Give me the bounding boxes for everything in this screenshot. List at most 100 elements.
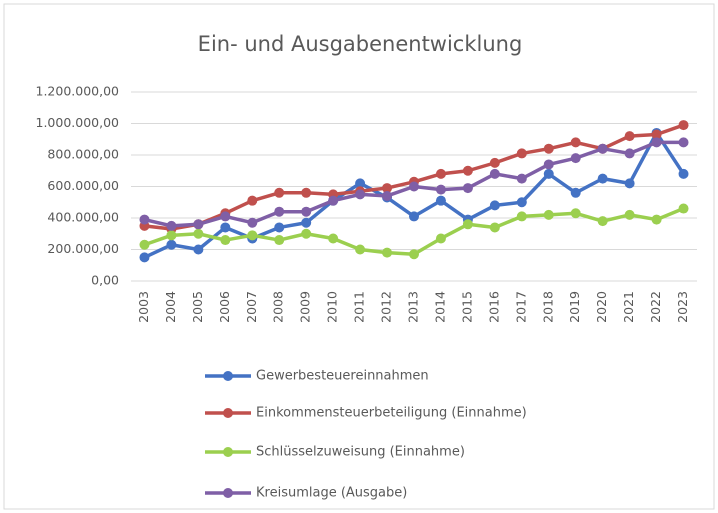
legend-label: Kreisumlage (Ausgabe) (256, 486, 407, 501)
point (570, 208, 581, 219)
point (382, 247, 393, 258)
point (409, 211, 419, 222)
point (274, 187, 285, 198)
point (678, 203, 689, 214)
point (274, 206, 285, 217)
x-tick-label: 2014 (432, 291, 447, 323)
point (301, 217, 312, 228)
y-tick-label: 200.000,00 (47, 241, 119, 256)
x-tick-label: 2006 (217, 291, 232, 323)
legend-marker (223, 488, 233, 498)
point (435, 233, 446, 244)
point (435, 195, 446, 206)
point (166, 220, 177, 231)
x-tick-label: 2010 (325, 291, 340, 323)
y-tick-label: 800.000,00 (47, 147, 119, 162)
point (678, 120, 689, 131)
point (543, 143, 554, 154)
point (247, 230, 258, 241)
legend-marker (223, 408, 233, 418)
point (435, 168, 446, 179)
point (489, 168, 500, 179)
point (651, 129, 662, 140)
point (409, 181, 419, 192)
point (274, 235, 285, 246)
x-tick-label: 2011 (352, 291, 367, 323)
point (382, 190, 393, 201)
point (220, 211, 231, 222)
point (678, 137, 689, 148)
x-tick-label: 2007 (244, 291, 259, 323)
legend-marker (223, 371, 233, 381)
point (462, 219, 473, 230)
point (328, 233, 339, 244)
point (624, 131, 635, 142)
point (247, 217, 258, 228)
x-tick-label: 2023 (675, 291, 690, 323)
point (462, 183, 473, 194)
point (301, 206, 312, 217)
point (166, 230, 177, 241)
point (328, 195, 339, 206)
x-tick-label: 2022 (648, 291, 663, 323)
point (543, 159, 554, 170)
x-tick-label: 2020 (594, 291, 609, 323)
point (516, 148, 527, 159)
y-tick-label: 1.200.000,00 (36, 84, 120, 99)
point (193, 244, 204, 255)
point (489, 200, 500, 211)
y-tick-label: 600.000,00 (47, 178, 119, 193)
point (193, 228, 204, 239)
point (382, 183, 393, 194)
x-tick-label: 2008 (271, 291, 286, 323)
point (462, 165, 473, 176)
point (247, 195, 258, 206)
point (597, 216, 608, 227)
legend-label: Einkommensteuerbeteiligung (Einnahme) (256, 406, 527, 421)
point (516, 211, 527, 222)
x-tick-label: 2005 (190, 291, 205, 323)
point (570, 187, 581, 198)
point (139, 252, 150, 263)
y-tick-label: 0,00 (91, 273, 119, 288)
x-tick-label: 2017 (513, 291, 528, 323)
x-tick-label: 2004 (163, 291, 178, 323)
point (516, 173, 527, 184)
x-tick-label: 2013 (406, 291, 421, 323)
point (624, 178, 635, 189)
point (597, 143, 608, 154)
point (516, 197, 527, 208)
point (355, 189, 366, 200)
point (355, 178, 366, 189)
point (166, 239, 177, 250)
point (301, 228, 312, 239)
point (543, 209, 554, 220)
legend-label: Schlüsselzuweisung (Einnahme) (256, 445, 465, 460)
point (651, 214, 662, 225)
point (651, 137, 662, 148)
y-tick-label: 400.000,00 (47, 210, 119, 225)
x-tick-label: 2019 (567, 291, 582, 323)
point (220, 222, 231, 233)
point (597, 173, 608, 184)
x-tick-label: 2021 (621, 291, 636, 323)
point (435, 184, 446, 195)
chart-frame (3, 3, 715, 510)
x-tick-label: 2012 (379, 291, 394, 323)
point (301, 187, 312, 198)
point (193, 219, 204, 230)
point (139, 214, 150, 225)
x-tick-label: 2015 (459, 291, 474, 323)
point (139, 239, 150, 250)
x-tick-label: 2016 (486, 291, 501, 323)
point (543, 168, 554, 179)
point (624, 209, 635, 220)
point (489, 222, 500, 233)
x-tick-label: 2009 (298, 291, 313, 323)
point (355, 244, 366, 255)
point (220, 235, 231, 246)
chart-title: Ein- und Ausgabenentwicklung (198, 32, 523, 56)
point (570, 137, 581, 148)
y-tick-label: 1.000.000,00 (36, 115, 120, 130)
